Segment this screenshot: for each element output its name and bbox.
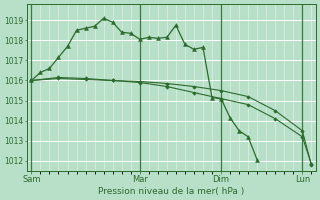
X-axis label: Pression niveau de la mer( hPa ): Pression niveau de la mer( hPa ) [98,187,244,196]
